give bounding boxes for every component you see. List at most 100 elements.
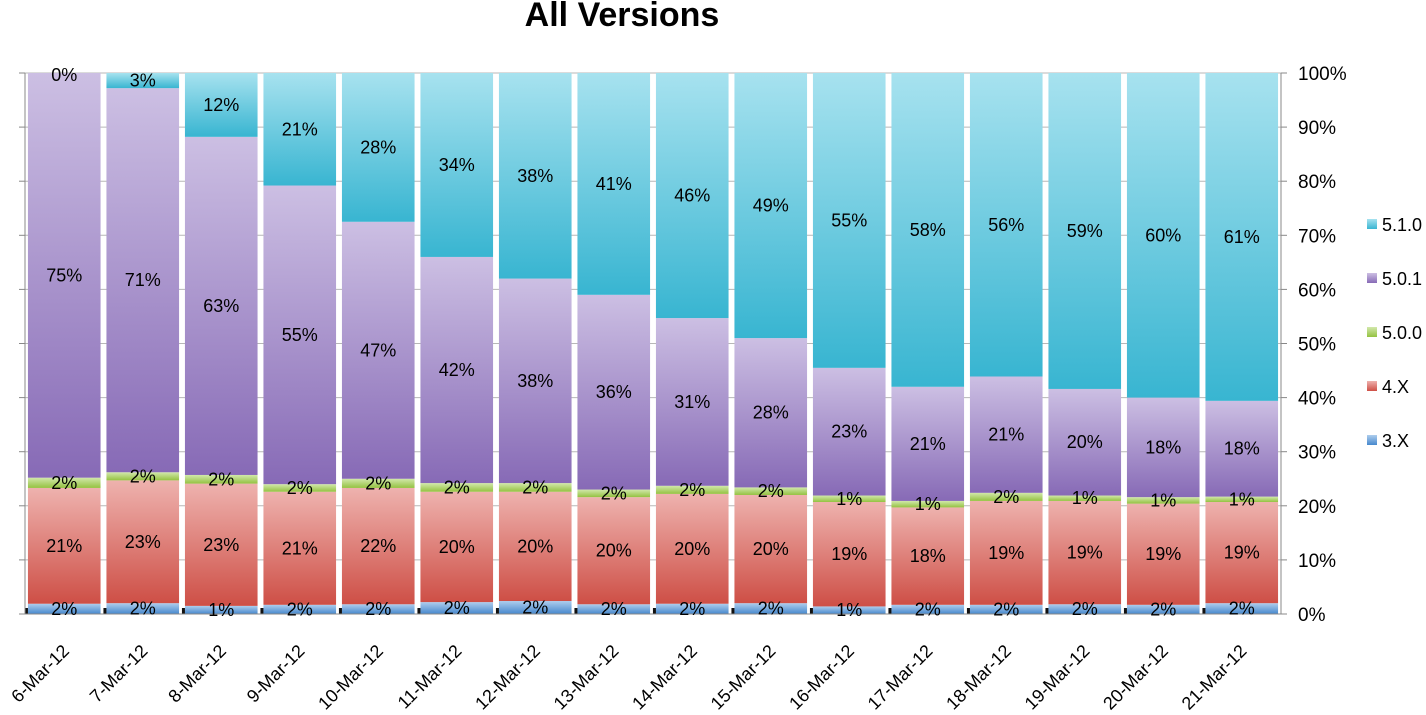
bar-5-0-0-21-Mar-12 [1205, 496, 1279, 503]
bar-3-X-19-Mar-12 [1048, 604, 1122, 614]
data-label: 31% [674, 392, 710, 412]
x-tick-label: 20-Mar-12 [1099, 641, 1172, 714]
data-label: 41% [596, 174, 632, 194]
legend-label: 5.1.0 [1382, 215, 1422, 235]
bar-5-0-1-13-Mar-12 [577, 294, 651, 490]
bar-5-0-1-10-Mar-12 [341, 221, 415, 479]
bar-4-X-10-Mar-12 [341, 487, 415, 605]
x-tick-label: 9-Mar-12 [243, 641, 309, 707]
base-marker [1045, 608, 1049, 614]
bar-3-X-8-Mar-12 [184, 605, 258, 614]
data-label: 1% [915, 494, 941, 514]
data-label: 2% [51, 599, 77, 619]
data-label: 20% [674, 539, 710, 559]
bar-5-0-1-15-Mar-12 [734, 338, 808, 488]
data-label: 61% [1224, 227, 1260, 247]
bar-5-1-0-9-Mar-12 [263, 73, 337, 186]
data-label: 2% [208, 469, 234, 489]
data-label: 2% [522, 477, 548, 497]
x-tick-label: 15-Mar-12 [707, 641, 780, 714]
bar-3-X-14-Mar-12 [655, 603, 729, 614]
bar-5-1-0-19-Mar-12 [1048, 73, 1122, 389]
y-tick-label: 20% [1298, 497, 1336, 518]
bar-5-0-0-16-Mar-12 [812, 495, 886, 503]
bar-5-0-0-8-Mar-12 [184, 474, 258, 484]
data-label: 2% [287, 599, 313, 619]
x-tick-label: 7-Mar-12 [86, 641, 152, 707]
bar-5-0-1-11-Mar-12 [420, 256, 494, 484]
bar-4-X-16-Mar-12 [812, 502, 886, 607]
x-tick-label: 17-Mar-12 [864, 641, 937, 714]
bar-5-0-0-10-Mar-12 [341, 478, 415, 488]
legend-swatch [1367, 273, 1377, 283]
bar-3-X-21-Mar-12 [1205, 603, 1279, 614]
bar-5-0-0-6-Mar-12 [27, 477, 101, 488]
y-tick-label: 30% [1298, 443, 1336, 464]
bar-5-0-0-7-Mar-12 [106, 472, 180, 481]
data-label: 23% [831, 422, 867, 442]
bar-5-0-1-9-Mar-12 [263, 185, 337, 485]
data-label: 1% [208, 600, 234, 620]
data-label: 1% [1072, 488, 1098, 508]
data-label: 19% [1067, 543, 1103, 563]
bar-3-X-7-Mar-12 [106, 603, 180, 614]
data-label: 47% [360, 340, 396, 360]
data-label: 2% [1072, 599, 1098, 619]
base-marker [24, 608, 28, 614]
data-label: 42% [439, 360, 475, 380]
data-label: 56% [988, 215, 1024, 235]
bar-5-0-1-19-Mar-12 [1048, 388, 1122, 496]
base-marker [1123, 608, 1127, 614]
data-label: 1% [1150, 490, 1176, 510]
bar-4-X-14-Mar-12 [655, 493, 729, 604]
y-tick-label: 80% [1298, 172, 1336, 193]
bar-3-X-13-Mar-12 [577, 604, 651, 614]
data-label: 2% [130, 599, 156, 619]
bar-5-1-0-18-Mar-12 [969, 73, 1043, 377]
bar-5-0-0-9-Mar-12 [263, 484, 337, 492]
bar-4-X-6-Mar-12 [27, 487, 101, 604]
data-label: 55% [282, 325, 318, 345]
data-label: 38% [517, 166, 553, 186]
data-label: 2% [758, 599, 784, 619]
legend-label: 5.0.0 [1382, 323, 1422, 343]
bar-5-1-0-21-Mar-12 [1205, 73, 1279, 401]
data-label: 2% [993, 487, 1019, 507]
bar-5-1-0-17-Mar-12 [891, 73, 965, 387]
data-label: 2% [444, 598, 470, 618]
data-label: 21% [282, 119, 318, 139]
bar-4-X-11-Mar-12 [420, 491, 494, 603]
bar-5-1-0-14-Mar-12 [655, 73, 729, 319]
data-label: 58% [910, 220, 946, 240]
bar-3-X-6-Mar-12 [27, 603, 101, 614]
data-label: 23% [125, 532, 161, 552]
bar-3-X-16-Mar-12 [812, 606, 886, 614]
data-label: 2% [601, 483, 627, 503]
data-label: 18% [910, 546, 946, 566]
bar-5-1-0-13-Mar-12 [577, 73, 651, 295]
legend-swatch [1367, 435, 1377, 445]
bar-5-0-1-20-Mar-12 [1126, 397, 1200, 498]
data-label: 21% [282, 538, 318, 558]
data-label: 21% [988, 425, 1024, 445]
data-label: 20% [517, 536, 553, 556]
bar-5-0-0-15-Mar-12 [734, 487, 808, 495]
data-label: 23% [203, 535, 239, 555]
legend-label: 4.X [1382, 377, 1409, 397]
x-tick-label: 6-Mar-12 [7, 641, 73, 707]
y-tick-label: 60% [1298, 280, 1336, 301]
bar-4-X-21-Mar-12 [1205, 502, 1279, 604]
legend-swatch [1367, 381, 1377, 391]
bar-4-X-15-Mar-12 [734, 494, 808, 604]
x-tick-label: 16-Mar-12 [785, 641, 858, 714]
base-marker [260, 608, 264, 614]
data-label: 46% [674, 186, 710, 206]
y-tick-label: 100% [1298, 64, 1347, 85]
bar-5-0-1-14-Mar-12 [655, 318, 729, 486]
data-label: 20% [1067, 432, 1103, 452]
data-label: 28% [753, 403, 789, 423]
y-tick-label: 0% [1298, 605, 1326, 626]
data-label: 2% [915, 599, 941, 619]
data-label: 2% [679, 480, 705, 500]
data-label: 3% [130, 71, 156, 91]
